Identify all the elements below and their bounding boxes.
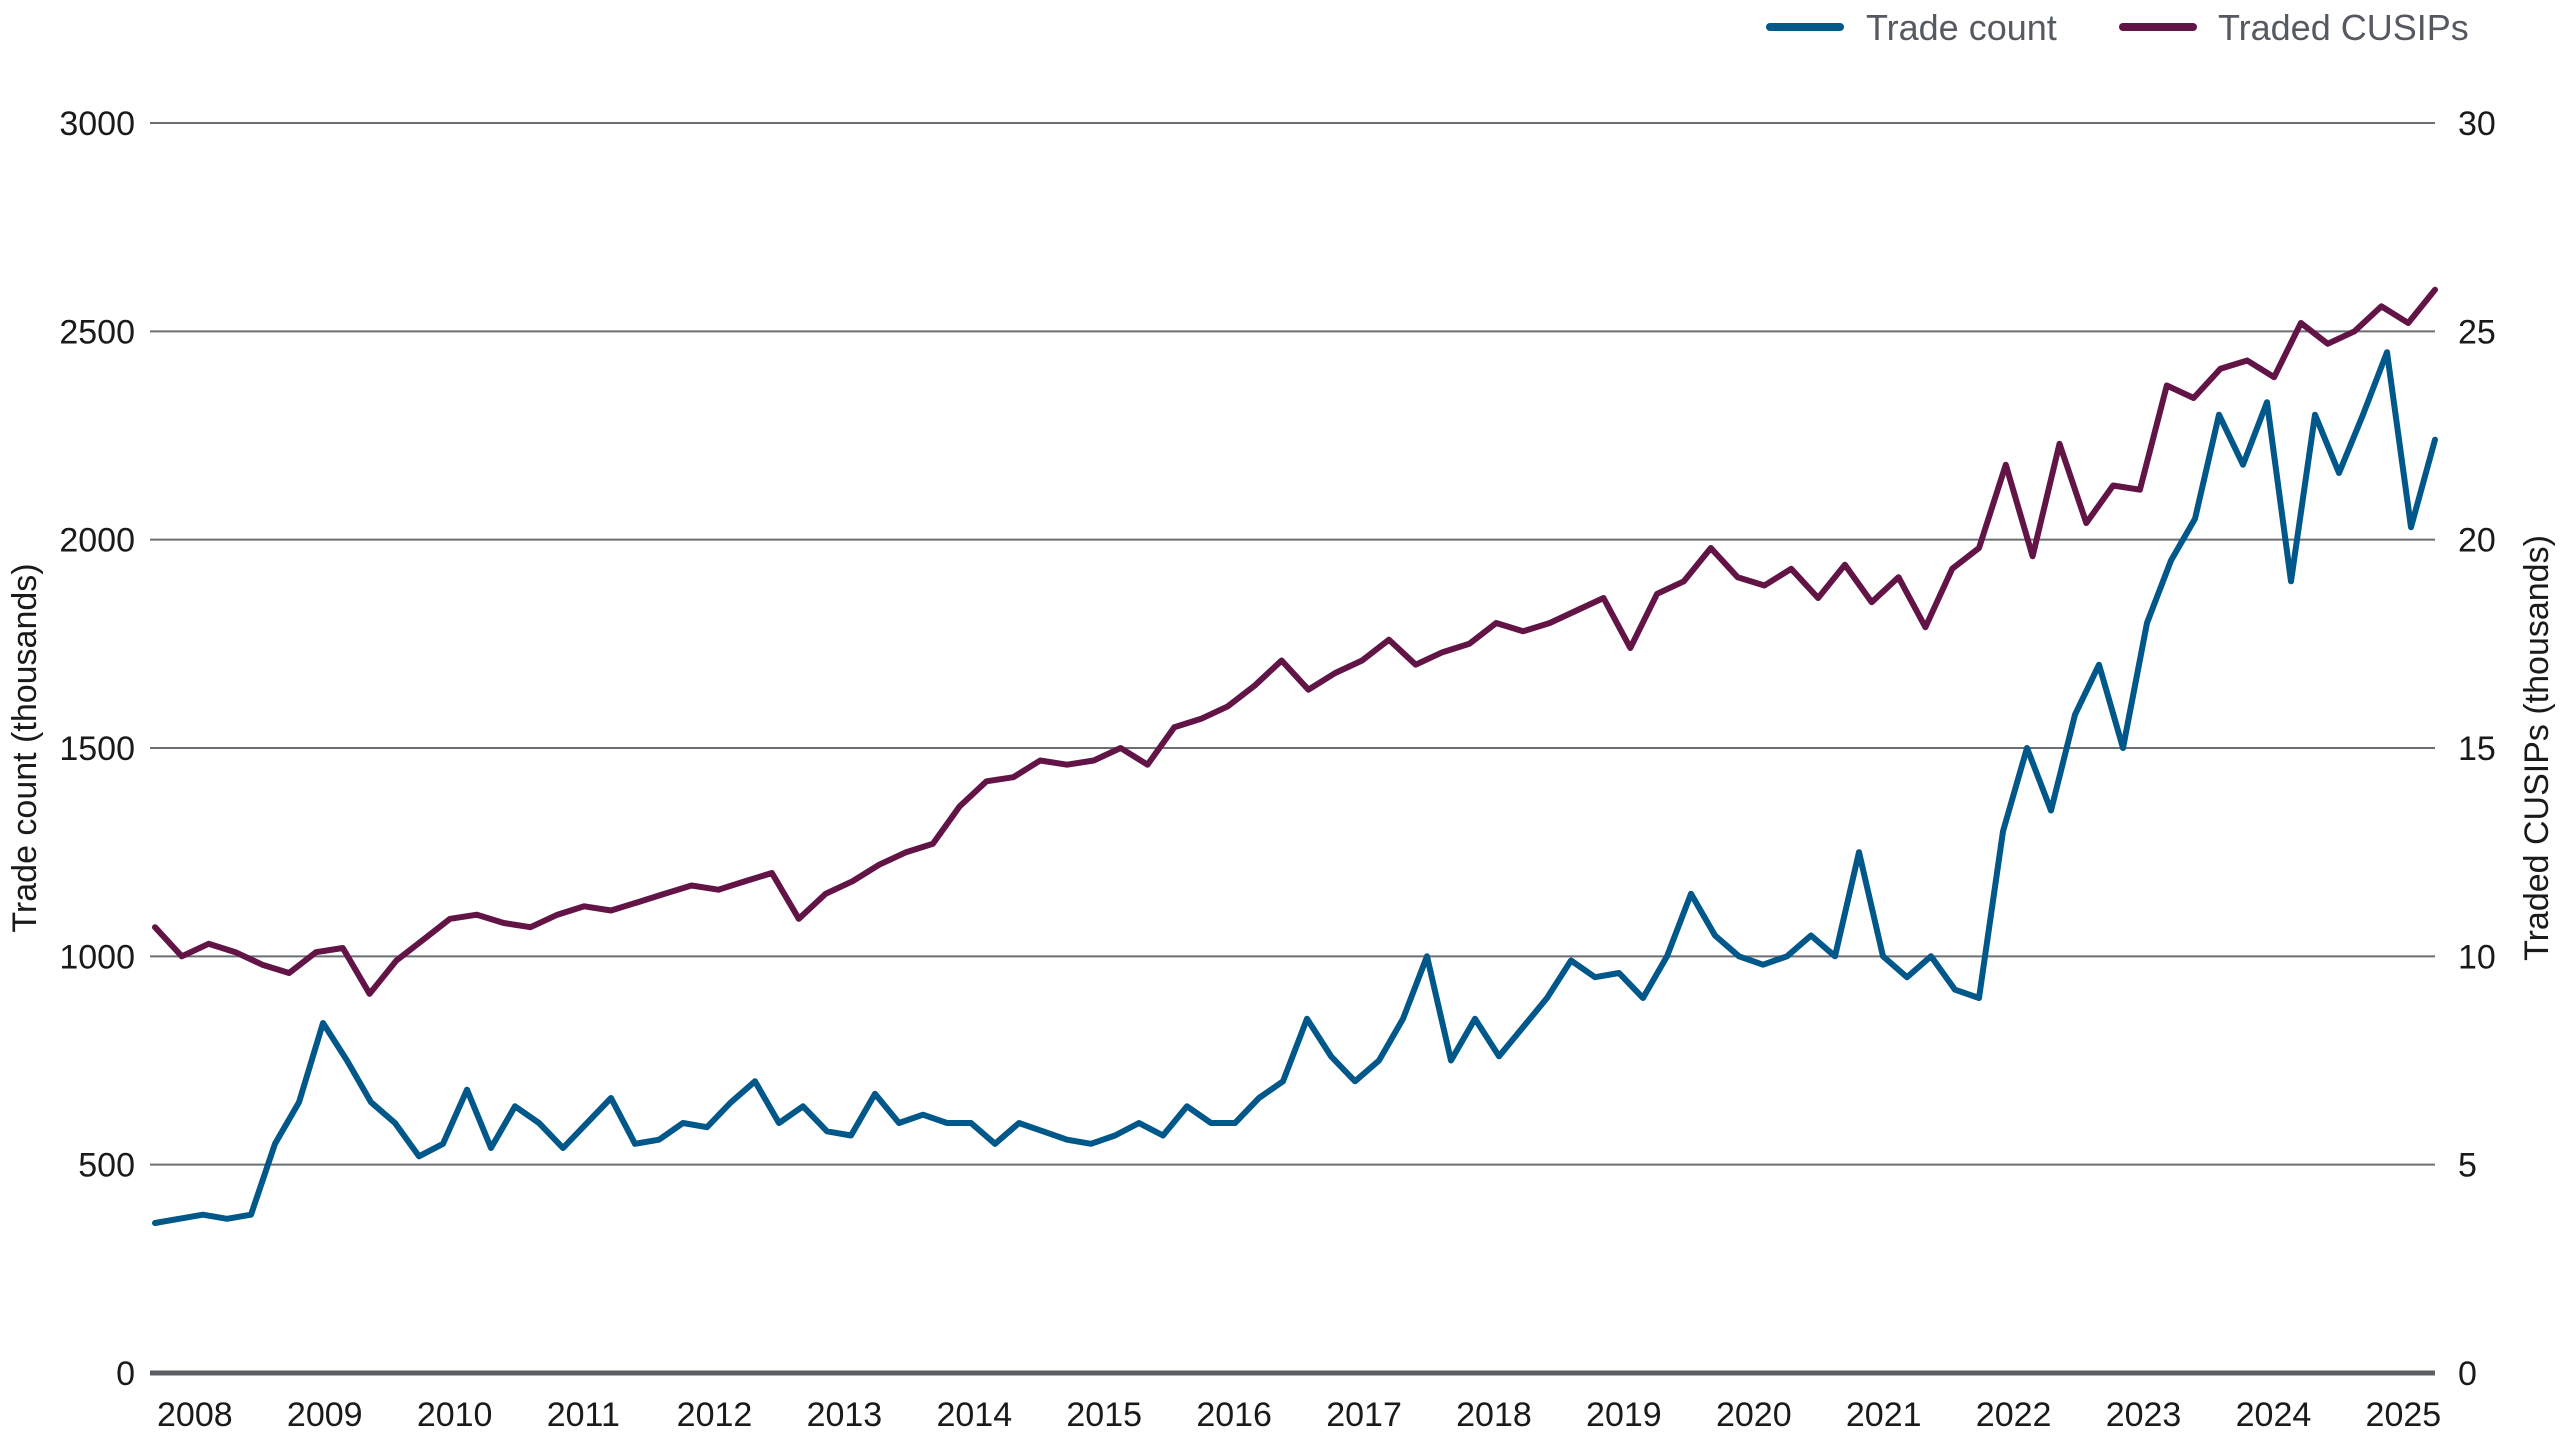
left-axis-tick-label: 1500 [59,730,135,768]
right-axis-ticks: 0 5 10 15 20 25 30 [2458,105,2496,1393]
right-axis-title: Traded CUSIPs (thousands) [2518,535,2556,961]
right-axis-tick-label: 0 [2458,1355,2477,1393]
x-axis-tick-label: 2012 [677,1396,753,1434]
x-axis-tick-label: 2022 [1976,1396,2052,1434]
left-axis-tick-label: 500 [78,1147,135,1185]
left-axis-ticks: 0 500 1000 1500 2000 2500 3000 [59,105,135,1393]
x-axis-tick-label: 2021 [1846,1396,1922,1434]
x-axis-tick-label: 2020 [1716,1396,1792,1434]
series-line-trade-count [152,349,2438,1226]
left-axis-tick-label: 2500 [59,313,135,351]
legend: Trade count Traded CUSIPs [1766,7,2469,48]
x-axis-tick-label: 2018 [1456,1396,1532,1434]
left-axis-title: Trade count (thousands) [6,563,44,932]
series-line-traded-cusips [152,286,2438,997]
x-axis-tick-label: 2019 [1586,1396,1662,1434]
x-axis-tick-label: 2017 [1326,1396,1402,1434]
legend-item-trade-count: Trade count [1766,7,2057,48]
left-axis-tick-label: 0 [116,1355,135,1393]
x-axis-tick-label: 2015 [1066,1396,1142,1434]
right-axis-tick-label: 20 [2458,522,2496,560]
x-axis-tick-label: 2014 [936,1396,1012,1434]
right-axis-tick-label: 5 [2458,1147,2477,1185]
x-axis-tick-label: 2024 [2236,1396,2312,1434]
x-axis-tick-label: 2013 [807,1396,883,1434]
x-axis-tick-label: 2008 [157,1396,233,1434]
gridlines [150,122,2435,1376]
x-axis-tick-label: 2023 [2106,1396,2182,1434]
legend-label-trade-count: Trade count [1866,7,2057,48]
x-axis-tick-label: 2009 [287,1396,363,1434]
x-axis-tick-label: 2016 [1196,1396,1272,1434]
right-axis-tick-label: 10 [2458,938,2496,976]
series-lines [152,286,2438,1226]
x-axis-tick-label: 2011 [547,1396,620,1434]
x-axis-tick-label: 2010 [417,1396,493,1434]
right-axis-tick-label: 30 [2458,105,2496,143]
left-axis-tick-label: 2000 [59,522,135,560]
left-axis-tick-label: 1000 [59,938,135,976]
right-axis-tick-label: 25 [2458,313,2496,351]
x-axis-tick-label: 2025 [2366,1396,2442,1434]
x-axis-ticks: 2008 2009 2010 2011 2012 2013 2014 2015 2016 2017… [157,1396,2441,1434]
legend-item-traded-cusips: Traded CUSIPs [2119,7,2469,48]
legend-label-traded-cusips: Traded CUSIPs [2218,7,2469,48]
right-axis-tick-label: 15 [2458,730,2496,768]
left-axis-tick-label: 3000 [59,105,135,143]
